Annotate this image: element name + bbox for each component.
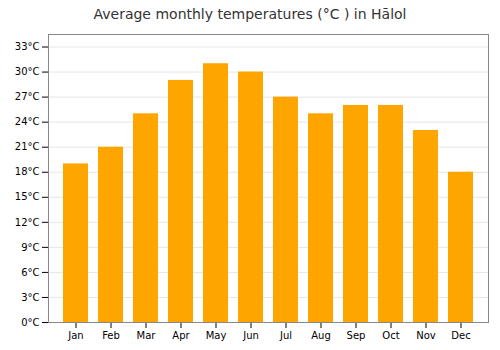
svg-text:Apr: Apr	[172, 330, 190, 341]
svg-text:Nov: Nov	[416, 330, 436, 341]
svg-text:9°C: 9°C	[21, 242, 39, 253]
svg-text:Jul: Jul	[279, 330, 292, 341]
svg-text:Jan: Jan	[67, 330, 83, 341]
svg-text:May: May	[206, 330, 227, 341]
svg-text:12°C: 12°C	[15, 217, 40, 228]
svg-text:Jun: Jun	[242, 330, 259, 341]
svg-text:24°C: 24°C	[15, 116, 40, 127]
svg-text:3°C: 3°C	[21, 292, 39, 303]
svg-text:18°C: 18°C	[15, 166, 40, 177]
svg-text:Dec: Dec	[451, 330, 470, 341]
html-text:Average monthly temperatures (: Average monthly temperatures (°C ) in Hā…	[93, 6, 407, 22]
svg-text:Mar: Mar	[137, 330, 157, 341]
svg-text:0°C: 0°C	[21, 317, 39, 328]
svg-text:Oct: Oct	[382, 330, 399, 341]
svg-text:27°C: 27°C	[15, 91, 40, 102]
svg-text:30°C: 30°C	[15, 66, 40, 77]
svg-text:15°C: 15°C	[15, 191, 40, 202]
svg-text:6°C: 6°C	[21, 267, 39, 278]
svg-text:33°C: 33°C	[15, 41, 40, 52]
svg-text:21°C: 21°C	[15, 141, 40, 152]
svg-text:Aug: Aug	[311, 330, 331, 341]
svg-text:Feb: Feb	[102, 330, 120, 341]
svg-text:Sep: Sep	[347, 330, 366, 341]
